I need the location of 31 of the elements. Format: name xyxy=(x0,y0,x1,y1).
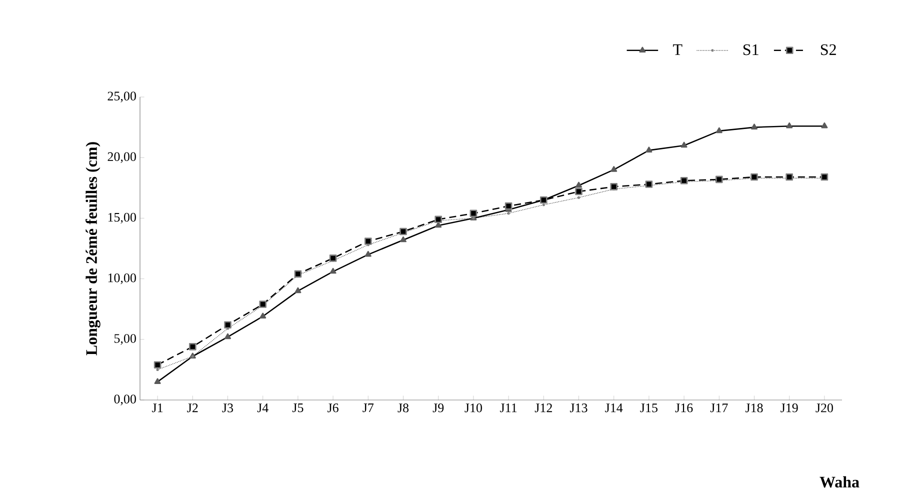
x-tick-label: J17 xyxy=(710,404,728,412)
legend-label: S1 xyxy=(743,44,758,56)
legend-label: S2 xyxy=(820,44,836,56)
x-tick-label: J15 xyxy=(640,404,658,412)
x-tick-label: J5 xyxy=(292,404,304,412)
x-tick-label: J12 xyxy=(534,404,552,412)
x-tick-label: J2 xyxy=(187,404,198,412)
y-axis-title: Longueur de 2émé feuilles (cm) xyxy=(86,142,100,356)
y-tick-label: 20,00 xyxy=(108,152,136,163)
x-tick-label: J7 xyxy=(362,404,374,412)
y-tick-label: 5,00 xyxy=(114,334,136,345)
x-tick-label: J14 xyxy=(605,404,623,412)
x-tick-label: J4 xyxy=(257,404,268,412)
x-tick-label: J3 xyxy=(222,404,234,412)
legend-label: T xyxy=(673,44,682,55)
y-tick-label: 25,00 xyxy=(108,92,136,102)
x-tick-label: J18 xyxy=(745,404,763,412)
y-tick-label: 0,00 xyxy=(114,394,136,406)
x-tick-label: J16 xyxy=(675,404,693,412)
x-tick-label: J19 xyxy=(780,404,798,412)
x-tick-label: J20 xyxy=(816,404,833,412)
x-tick-label: J6 xyxy=(328,404,338,412)
text: Waha xyxy=(820,476,860,488)
x-tick-label: J11 xyxy=(500,404,517,412)
x-tick-label: J10 xyxy=(464,404,482,412)
x-tick-label: J1 xyxy=(152,404,163,412)
y-tick-label: 10,00 xyxy=(108,273,136,284)
x-tick-label: J9 xyxy=(432,404,444,412)
x-tick-label: J8 xyxy=(398,404,409,412)
x-tick-label: J13 xyxy=(570,404,588,412)
y-tick-label: 15,00 xyxy=(108,212,136,224)
